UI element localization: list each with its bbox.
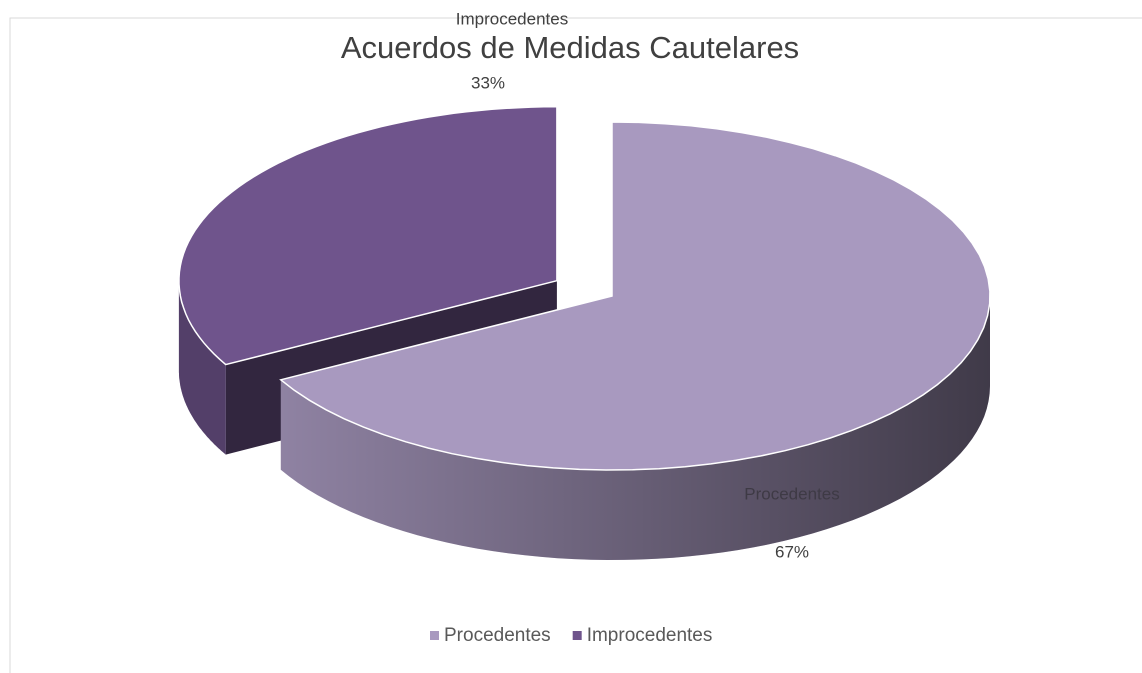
legend: Procedentes Improcedentes bbox=[430, 625, 712, 646]
legend-label: Procedentes bbox=[444, 625, 551, 646]
chart-title: Acuerdos de Medidas Cautelares bbox=[341, 30, 799, 65]
slice-shade bbox=[280, 296, 990, 560]
legend-label: Improcedentes bbox=[587, 625, 713, 646]
slice bbox=[178, 105, 558, 366]
legend-swatch bbox=[572, 631, 582, 640]
data-label: 67% bbox=[775, 542, 809, 561]
data-label-name: Procedentes bbox=[744, 484, 839, 503]
data-label-name: Improcedentes bbox=[456, 9, 568, 28]
data-label: 33% bbox=[471, 73, 505, 92]
legend-swatch bbox=[430, 631, 439, 640]
slice bbox=[279, 121, 991, 471]
plot bbox=[178, 105, 991, 560]
chart-frame bbox=[9, 17, 1142, 673]
